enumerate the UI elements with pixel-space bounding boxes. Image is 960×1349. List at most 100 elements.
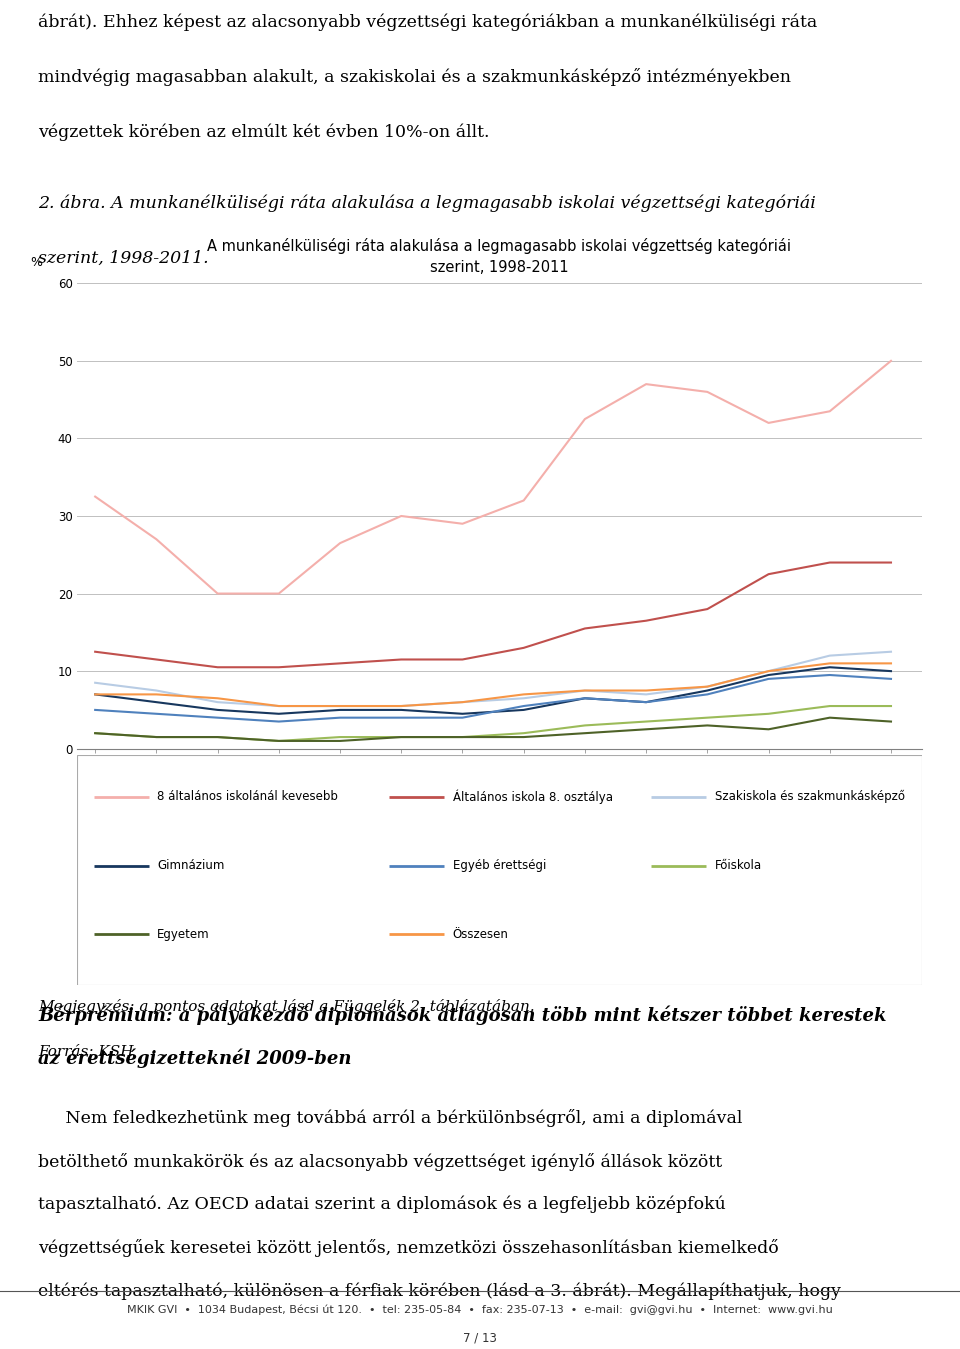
Általános iskola 8. osztálya <box>334 656 346 672</box>
8 általános iskolánál kevesebb <box>763 415 775 432</box>
Gimnázium <box>457 706 468 722</box>
Általános iskola 8. osztálya <box>824 554 835 571</box>
Egyéb érettségi <box>396 710 407 726</box>
Text: mindvégig magasabban alakult, a szakiskolai és a szakmunkásképző intézményekben: mindvégig magasabban alakult, a szakisko… <box>38 69 791 86</box>
Text: Forrás: KSH: Forrás: KSH <box>38 1044 133 1059</box>
Text: eltérés tapasztalható, különösen a férfiak körében (lásd a 3. ábrát). Megállapít: eltérés tapasztalható, különösen a férfi… <box>38 1283 841 1300</box>
Egyéb érettségi <box>457 710 468 726</box>
Szakiskola és szakmunkásképző <box>212 693 224 710</box>
8 általános iskolánál kevesebb <box>518 492 530 509</box>
Általános iskola 8. osztálya <box>640 612 652 629</box>
Szakiskola és szakmunkásképző <box>89 674 101 691</box>
Egyéb érettségi <box>273 714 284 730</box>
Line: 8 általános iskolánál kevesebb: 8 általános iskolánál kevesebb <box>95 360 891 594</box>
Szakiskola és szakmunkásképző <box>518 691 530 707</box>
Főiskola <box>518 724 530 741</box>
Egyéb érettségi <box>885 670 897 687</box>
Gimnázium <box>396 701 407 718</box>
Egyéb érettségi <box>212 710 224 726</box>
Főiskola <box>457 728 468 745</box>
Text: Egyéb érettségi: Egyéb érettségi <box>453 859 546 871</box>
FancyBboxPatch shape <box>77 755 922 985</box>
Line: Főiskola: Főiskola <box>95 706 891 741</box>
Egyéb érettségi <box>824 666 835 683</box>
Title: A munkanélküliségi ráta alakulása a legmagasabb iskolai végzettség kategóriái
sz: A munkanélküliségi ráta alakulása a legm… <box>207 239 791 275</box>
Egyéb érettségi <box>579 691 590 707</box>
Szakiskola és szakmunkásképző <box>885 643 897 660</box>
8 általános iskolánál kevesebb <box>334 536 346 552</box>
Text: Gimnázium: Gimnázium <box>157 859 225 871</box>
Szakiskola és szakmunkásképző <box>457 693 468 710</box>
Szakiskola és szakmunkásképző <box>702 679 713 695</box>
Összesen <box>579 683 590 699</box>
Főiskola <box>334 728 346 745</box>
Általános iskola 8. osztálya <box>89 643 101 660</box>
8 általános iskolánál kevesebb <box>702 383 713 399</box>
Szakiskola és szakmunkásképző <box>579 683 590 699</box>
Text: Bérprémium: a pályakezdő diplomások átlagosan több mint kétszer többet kerestek: Bérprémium: a pályakezdő diplomások átla… <box>38 1005 887 1024</box>
Gimnázium <box>763 666 775 683</box>
Összesen <box>273 697 284 714</box>
8 általános iskolánál kevesebb <box>396 507 407 523</box>
Főiskola <box>824 697 835 714</box>
Line: Általános iskola 8. osztálya: Általános iskola 8. osztálya <box>95 563 891 668</box>
Egyetem <box>702 718 713 734</box>
Egyéb érettségi <box>334 710 346 726</box>
Text: tapasztalható. Az OECD adatai szerint a diplomások és a legfeljebb középfokú: tapasztalható. Az OECD adatai szerint a … <box>38 1197 726 1214</box>
Gimnázium <box>640 693 652 710</box>
Egyetem <box>89 724 101 741</box>
Line: Szakiskola és szakmunkásképző: Szakiskola és szakmunkásképző <box>95 652 891 706</box>
Szakiskola és szakmunkásképző <box>151 683 162 699</box>
Összesen <box>89 687 101 703</box>
Egyetem <box>212 728 224 745</box>
Text: az érettségizetteknél 2009-ben: az érettségizetteknél 2009-ben <box>38 1048 352 1068</box>
Egyéb érettségi <box>702 687 713 703</box>
Gimnázium <box>334 701 346 718</box>
Főiskola <box>151 728 162 745</box>
Összesen <box>334 697 346 714</box>
Egyéb érettségi <box>151 706 162 722</box>
Főiskola <box>640 714 652 730</box>
Összesen <box>702 679 713 695</box>
Text: %: % <box>31 256 42 270</box>
Összesen <box>212 691 224 707</box>
Text: Szakiskola és szakmunkásképző: Szakiskola és szakmunkásképző <box>714 791 904 803</box>
Egyetem <box>518 728 530 745</box>
Összesen <box>151 687 162 703</box>
Line: Egyetem: Egyetem <box>95 718 891 741</box>
Összesen <box>396 697 407 714</box>
Egyéb érettségi <box>89 701 101 718</box>
Egyetem <box>579 724 590 741</box>
8 általános iskolánál kevesebb <box>885 352 897 368</box>
Általános iskola 8. osztálya <box>885 554 897 571</box>
Line: Összesen: Összesen <box>95 664 891 706</box>
Általános iskola 8. osztálya <box>396 652 407 668</box>
Gimnázium <box>702 683 713 699</box>
Szakiskola és szakmunkásképző <box>334 697 346 714</box>
Főiskola <box>885 697 897 714</box>
Gimnázium <box>579 691 590 707</box>
Gimnázium <box>518 701 530 718</box>
Főiskola <box>579 718 590 734</box>
Text: betölthető munkakörök és az alacsonyabb végzettséget igénylő állások között: betölthető munkakörök és az alacsonyabb … <box>38 1152 723 1171</box>
Összesen <box>457 693 468 710</box>
Line: Egyéb érettségi: Egyéb érettségi <box>95 674 891 722</box>
Egyetem <box>273 733 284 749</box>
8 általános iskolánál kevesebb <box>89 488 101 505</box>
Egyéb érettségi <box>640 693 652 710</box>
Szakiskola és szakmunkásképző <box>273 697 284 714</box>
8 általános iskolánál kevesebb <box>273 585 284 602</box>
Főiskola <box>212 728 224 745</box>
Line: Gimnázium: Gimnázium <box>95 668 891 714</box>
Text: MKIK GVI  •  1034 Budapest, Bécsi út 120.  •  tel: 235-05-84  •  fax: 235-07-13 : MKIK GVI • 1034 Budapest, Bécsi út 120. … <box>127 1304 833 1315</box>
Gimnázium <box>273 706 284 722</box>
Szakiskola és szakmunkásképző <box>763 662 775 679</box>
Text: végzettek körében az elmúlt két évben 10%-on állt.: végzettek körében az elmúlt két évben 10… <box>38 123 490 140</box>
Szakiskola és szakmunkásképző <box>640 687 652 703</box>
8 általános iskolánál kevesebb <box>579 411 590 428</box>
Egyéb érettségi <box>518 697 530 714</box>
8 általános iskolánál kevesebb <box>151 532 162 548</box>
Text: Nem feledkezhetünk meg továbbá arról a bérkülönbségről, ami a diplomával: Nem feledkezhetünk meg továbbá arról a b… <box>38 1109 743 1128</box>
Egyetem <box>824 710 835 726</box>
Gimnázium <box>89 687 101 703</box>
